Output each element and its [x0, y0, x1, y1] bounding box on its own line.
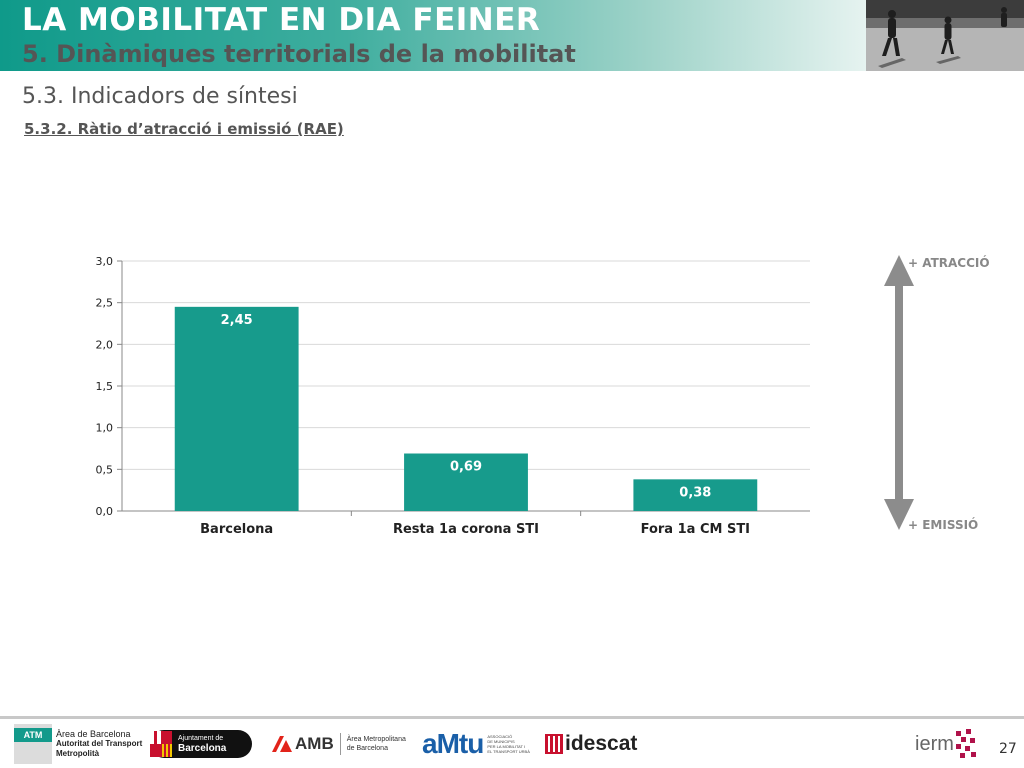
bar: [633, 479, 758, 511]
footer-divider: [0, 716, 1024, 719]
bar: [174, 306, 299, 511]
ajuntament-line2: Barcelona: [178, 743, 227, 754]
y-tick-label: 0,0: [96, 505, 114, 518]
y-tick-label: 3,0: [96, 255, 114, 268]
atm-badge-text: ATM: [14, 728, 52, 742]
atm-logo: ATM Àrea de Barcelona Autoritat del Tran…: [14, 722, 142, 766]
amb-logo: AMB Àrea Metropolitana de Barcelona: [272, 722, 406, 766]
bar-value-label: 0,69: [450, 460, 482, 475]
rae-bar-chart: 0,0 0,5 1,0 1,5 2,0 2,5 3,0 2,45 Barcelona 0,69 Re…: [70, 245, 830, 559]
y-tick-label: 0,5: [96, 463, 114, 476]
amb-name: AMB: [295, 734, 334, 753]
amb-line2: de Barcelona: [346, 745, 388, 752]
subsection-title: 5.3.2. Ràtio d’atracció i emissió (RAE): [24, 120, 344, 138]
page-subtitle: 5. Dinàmiques territorials de la mobilit…: [22, 40, 576, 68]
chart-svg: 0,0 0,5 1,0 1,5 2,0 2,5 3,0 2,45 Barcelona 0,69 Re…: [96, 255, 810, 537]
y-tick-label: 2,5: [96, 297, 114, 310]
idescat-name: idescat: [565, 732, 638, 755]
amtu-line3: PER LA MOBILITAT I: [487, 744, 526, 749]
bar: [404, 453, 528, 511]
emission-label: + EMISSIÓ: [908, 518, 979, 532]
amb-line1: Àrea Metropolitana: [346, 736, 406, 743]
amtu-line2: DE MUNICIPIS: [487, 739, 515, 744]
y-tick-label: 1,5: [96, 380, 114, 393]
ajuntament-line1: Ajuntament de: [178, 735, 224, 742]
ajuntament-logo: Ajuntament de Barcelona: [150, 722, 252, 766]
iermb-logo: ierm: [915, 722, 978, 766]
amtu-line1: ASSOCIACIÓ: [487, 734, 513, 739]
iermb-name: ierm: [915, 732, 954, 755]
idescat-logo: idescat: [545, 722, 637, 766]
amtu-line4: EL TRANSPORT URBÀ: [487, 749, 530, 754]
barcelona-shield-icon: [150, 731, 172, 757]
amb-symbol-icon: [272, 736, 292, 752]
atm-badge: ATM: [14, 724, 52, 764]
header-photo: [866, 0, 1024, 71]
page-title: LA MOBILITAT EN DIA FEINER: [22, 2, 541, 38]
x-category-label: Barcelona: [200, 522, 273, 537]
x-category-label: Resta 1a corona STI: [393, 522, 539, 537]
idescat-symbol-icon: [545, 734, 563, 754]
header-banner: LA MOBILITAT EN DIA FEINER 5. Dinàmiques…: [0, 0, 866, 71]
atm-line1: Àrea de Barcelona: [56, 729, 131, 739]
attraction-emission-scale: + ATRACCIÓ + EMISSIÓ: [876, 250, 1016, 540]
atm-line3: Metropolità: [56, 749, 100, 758]
bar-value-label: 0,38: [679, 485, 711, 500]
bar-value-label: 2,45: [221, 313, 253, 328]
attraction-label: + ATRACCIÓ: [908, 256, 990, 270]
y-tick-label: 1,0: [96, 422, 114, 435]
atm-line2: Autoritat del Transport: [56, 739, 143, 748]
page-number: 27: [999, 741, 1017, 757]
iermb-symbol-icon: [955, 729, 976, 758]
amtu-name: aMtu: [422, 728, 484, 759]
y-tick-label: 2,0: [96, 338, 114, 351]
pedestrians-photo-image: [866, 0, 1024, 71]
amtu-logo: aMtu ASSOCIACIÓ DE MUNICIPIS PER LA MOBI…: [422, 722, 530, 766]
section-title: 5.3. Indicadors de síntesi: [22, 84, 298, 109]
double-arrow-icon: [884, 255, 914, 530]
x-category-label: Fora 1a CM STI: [641, 522, 750, 537]
